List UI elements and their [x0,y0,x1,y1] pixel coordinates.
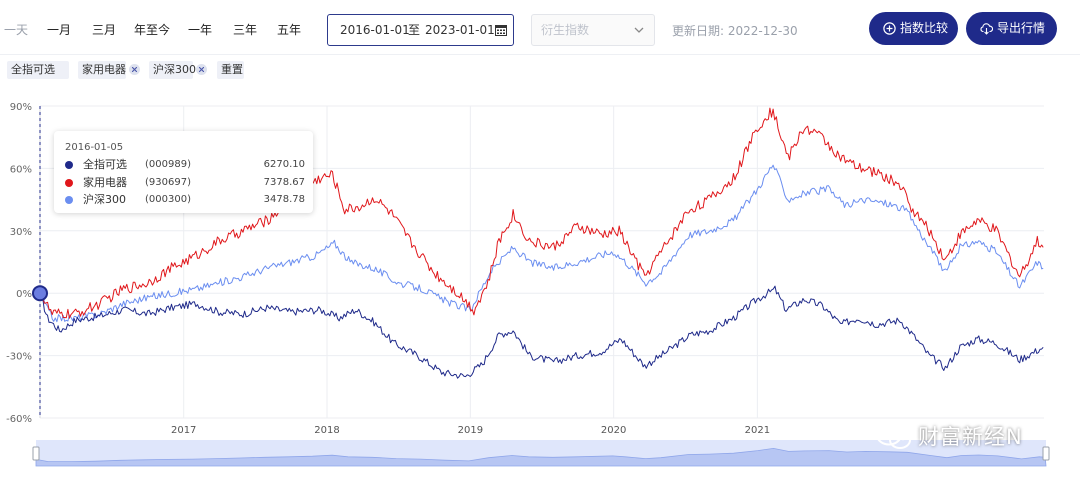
legend-dot [65,179,73,187]
remove-chip-icon[interactable] [129,64,140,75]
derived-index-placeholder: 衍生指数 [541,23,590,37]
range-tab-5y[interactable]: 五年 [277,23,302,37]
y-tick-label: -60% [6,414,32,425]
navigator-handle-left[interactable] [32,446,40,461]
chart-tooltip: 2016-01-05 全指可选 (000989) 6270.10 家用电器 (9… [54,131,313,213]
calendar-icon[interactable] [495,24,507,36]
tooltip-series-code: (000300) [145,194,191,205]
tooltip-row: 家用电器 (930697) 7378.67 [65,176,305,190]
y-tick-label: 90% [10,102,32,113]
range-tab-ytd[interactable]: 年至今 [134,23,171,37]
date-end[interactable]: 2023-01-01 [425,23,495,37]
chip-home-appliance-label: 家用电器 [82,63,126,76]
tooltip-series-code: (930697) [145,177,191,188]
x-tick-label: 2017 [171,425,196,436]
chip-csi300[interactable]: 沪深300 [149,61,207,79]
toolbar-divider [0,54,1080,55]
y-axis-ticks: 90% 60% 30% 0% -30% -60% [6,102,32,425]
legend-dot [65,196,73,204]
range-tab-3y[interactable]: 三年 [233,23,258,37]
remove-chip-icon[interactable] [196,64,207,75]
tooltip-series-name: 沪深300 [83,193,126,206]
y-tick-label: 60% [10,164,32,175]
y-tick-label: 30% [10,227,32,238]
y-tick-label: 0% [16,289,32,300]
tooltip-row: 沪深300 (000300) 3478.78 [65,193,305,207]
x-tick-label: 2019 [458,425,483,436]
series-lines [39,107,1044,379]
range-tab-1y[interactable]: 一年 [188,23,213,37]
export-button[interactable]: 导出行情 [966,12,1057,45]
x-tick-label: 2021 [745,425,770,436]
chip-csi300-label: 沪深300 [153,63,196,76]
date-range-input[interactable]: 2016-01-01 至 2023-01-01 [327,14,514,46]
series-line-3 [39,164,1044,323]
range-tab-3m[interactable]: 三月 [92,23,117,37]
range-navigator[interactable] [32,440,1050,467]
derived-index-select[interactable]: 衍生指数 [531,14,655,46]
cloud-download-icon [980,23,993,35]
wechat-icon [876,424,911,449]
tooltip-series-value: 6270.10 [263,159,305,170]
compare-index-label: 指数比较 [900,21,949,35]
chip-home-appliance[interactable]: 家用电器 [78,61,140,79]
compare-index-button[interactable]: 指数比较 [869,12,958,45]
watermark-text: 财富新经N [918,425,1023,449]
series-line-2 [39,107,1044,319]
x-axis-ticks: 2017 2018 2019 2020 2021 [171,425,770,436]
hover-marker [32,285,48,302]
tooltip-series-name: 全指可选 [83,158,127,171]
tooltip-date: 2016-01-05 [65,142,124,153]
date-start[interactable]: 2016-01-01 [340,23,410,37]
series-line-1 [39,285,1044,379]
update-date: 更新日期: 2022-12-30 [672,24,798,38]
range-tab-1m[interactable]: 一月 [47,23,72,37]
export-label: 导出行情 [997,21,1046,35]
tooltip-series-name: 家用电器 [83,176,127,189]
y-tick-label: -30% [6,352,32,363]
reset-button[interactable]: 重置 [217,61,244,79]
navigator-handle-right[interactable] [1042,446,1050,461]
range-tab-1d[interactable]: 一天 [4,23,29,37]
tooltip-row: 全指可选 (000989) 6270.10 [65,158,305,172]
add-circle-icon [883,22,896,35]
chip-all-consumer[interactable]: 全指可选 [7,61,69,79]
legend-dot [65,161,73,169]
tooltip-series-value: 3478.78 [263,194,305,205]
tooltip-series-value: 7378.67 [263,177,305,188]
index-line-chart[interactable]: 90% 60% 30% 0% -30% -60% 2017 2018 2019 2020 2021 [0,90,1080,480]
x-tick-label: 2020 [601,425,626,436]
tooltip-series-code: (000989) [145,159,191,170]
x-tick-label: 2018 [314,425,339,436]
chevron-down-icon [634,27,644,33]
navigator-area [35,447,1047,467]
date-separator: 至 [408,23,421,37]
